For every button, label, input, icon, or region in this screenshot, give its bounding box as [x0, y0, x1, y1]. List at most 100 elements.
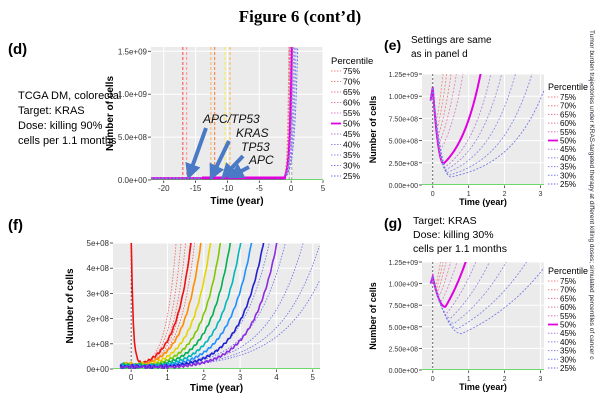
panel-g-legend-label: 75% [560, 277, 576, 286]
panel-d-x-tick-label: -20 [158, 184, 170, 193]
panel-e-series-line [429, 74, 482, 165]
panel-d-x-tick-label: 0 [289, 184, 294, 193]
figure-title: Figure 6 (cont’d) [239, 7, 361, 26]
panel-d-legend-label: 55% [343, 108, 360, 118]
panel-g-x-tick-label: 3 [538, 376, 542, 383]
panel-d-legend-label: 60% [343, 98, 360, 108]
panel-d-y-tick-label: 0.0e+00 [118, 176, 148, 185]
panel-d-legend-label: 45% [343, 129, 360, 139]
panel-d-mutation-label: KRAS [236, 126, 269, 140]
panel-f-x-tick-label: 1 [165, 373, 170, 382]
panel-d-legend-label: 30% [343, 161, 360, 171]
panel-g-info-line-1: Target: KRAS [413, 215, 477, 227]
panel-d-y-axis-label: Number of cells [105, 76, 116, 151]
panel-g-y-tick-label: 0.00e+00 [389, 368, 418, 375]
panel-d-legend-label: 40% [343, 140, 360, 150]
panel-g-series-line [430, 262, 477, 314]
panel-e-y-tick-label: 7.50e+08 [389, 116, 418, 123]
panel-g-info-line-2: Dose: killing 30% [413, 229, 494, 241]
panel-e-legend-title: Percentile [548, 82, 588, 92]
panel-g-x-axis-label: Time (year) [459, 382, 507, 392]
panel-e-legend-label: 60% [560, 119, 576, 128]
panel-f-y-tick-label: 0e+00 [87, 365, 110, 374]
panel-d-mutation-arrow [209, 140, 231, 181]
panel-d-legend-title: Percentile [331, 56, 373, 67]
panel-d-legend-label: 25% [343, 171, 360, 181]
panel-f-x-tick-label: 4 [274, 373, 279, 382]
panel-f-y-tick-label: 1e+08 [87, 340, 110, 349]
panel-d-info-line-2: Target: KRAS [18, 105, 85, 117]
panel-e-letter: (e) [384, 37, 401, 53]
panel-d-y-tick-label: 5.0e+08 [118, 133, 148, 142]
panel-e-y-tick-label: 0.00e+00 [389, 183, 418, 190]
panel-e-y-tick-label: 2.50e+08 [389, 161, 418, 168]
panel-e-legend-label: 35% [560, 163, 576, 172]
panel-f-y-tick-label: 5e+08 [87, 239, 110, 248]
panel-d-series-line [151, 47, 296, 179]
panel-e-y-tick-label: 5.00e+08 [389, 139, 418, 146]
panel-e-x-axis-label: Time (year) [459, 197, 507, 207]
panel-d: (d) TCGA DM, colorectal Target: KRAS Dos… [8, 41, 373, 207]
panel-e-legend-label: 45% [560, 145, 576, 154]
panel-g-legend-label: 25% [560, 364, 576, 373]
panel-e: (e) Settings are same as in panel d 0 1 2 3… [368, 35, 588, 207]
panel-g-y-tick-label: 1.00e+09 [389, 282, 418, 289]
panel-d-legend-label: 70% [343, 77, 360, 87]
panel-e-legend-label: 75% [560, 93, 576, 102]
panel-f-dotted-upper-line [120, 243, 191, 368]
panel-d-mutation-label: APC [248, 153, 274, 167]
panel-g-legend-label: 35% [560, 347, 576, 356]
panel-d-series-line [151, 47, 299, 179]
panel-g-legend-label: 70% [560, 286, 576, 295]
panel-f-solid-series-line [119, 243, 278, 369]
panel-d-mutation-label: TP53 [241, 140, 270, 154]
panel-f-letter: (f) [8, 217, 23, 234]
panel-g-info-line-3: cells per 1.1 months [413, 243, 507, 255]
panel-d-mutation-label: APC/TP53 [202, 112, 260, 126]
panel-f-x-axis-label: Time (year) [190, 383, 243, 394]
panel-e-series-line [430, 74, 464, 152]
panel-e-series-line [430, 74, 533, 176]
panel-g-y-tick-label: 5.00e+08 [389, 325, 418, 332]
panel-e-series-line [430, 87, 544, 178]
panel-e-note-line-2: as in panel d [411, 49, 468, 60]
panel-f-y-tick-label: 4e+08 [87, 264, 110, 273]
panel-e-x-tick-label: 0 [431, 191, 435, 198]
panel-d-letter: (d) [8, 41, 27, 58]
panel-g-legend-label: 55% [560, 312, 576, 321]
panel-d-x-tick-label: -5 [256, 184, 264, 193]
panel-d-legend-label: 65% [343, 87, 360, 97]
panel-f-solid-series-line [130, 243, 192, 366]
panel-g: (g) Target: KRAS Dose: killing 30% cells… [368, 215, 588, 392]
panel-g-legend-label: 65% [560, 294, 576, 303]
panel-g-letter: (g) [384, 215, 402, 231]
panel-d-y-tick-label: 1.5e+09 [118, 47, 148, 56]
panel-g-series-line [430, 262, 507, 324]
panel-e-series-line [430, 74, 457, 144]
panel-e-y-tick-label: 1.00e+09 [389, 94, 418, 101]
panel-e-note-line-1: Settings are same [411, 35, 492, 46]
panel-g-plot-background [422, 262, 544, 370]
panel-g-y-axis-label: Number of cells [368, 282, 378, 350]
panel-d-legend-label: 50% [343, 119, 360, 129]
panel-d-x-tick-label: -15 [190, 184, 202, 193]
panel-e-plot-background [422, 74, 544, 185]
panel-e-x-tick-label: 1 [467, 191, 471, 198]
panel-d-info-line-1: TCGA DM, colorectal [18, 90, 121, 102]
panel-f-dotted-upper-line [120, 243, 177, 368]
sidebar-caption: Tumor burden trajectories under KRAS-tar… [579, 30, 599, 360]
panel-g-legend-title: Percentile [548, 266, 588, 276]
panel-g-x-tick-label: 1 [467, 376, 471, 383]
panel-g-legend-label: 40% [560, 338, 576, 347]
panel-f-x-tick-label: 5 [311, 373, 316, 382]
panel-g-legend-label: 60% [560, 303, 576, 312]
panel-d-x-tick-label: 5 [321, 184, 326, 193]
panel-e-series-line [430, 74, 492, 168]
panel-g-series-line [430, 267, 544, 335]
panel-g-legend-label: 45% [560, 329, 576, 338]
panel-g-legend-label: 30% [560, 355, 576, 364]
panel-d-mutation-arrow [185, 127, 208, 180]
panel-g-series-line [429, 262, 467, 308]
panel-e-legend-label: 30% [560, 171, 576, 180]
sidebar-caption-text: Tumor burden trajectories under KRAS-tar… [588, 30, 595, 360]
